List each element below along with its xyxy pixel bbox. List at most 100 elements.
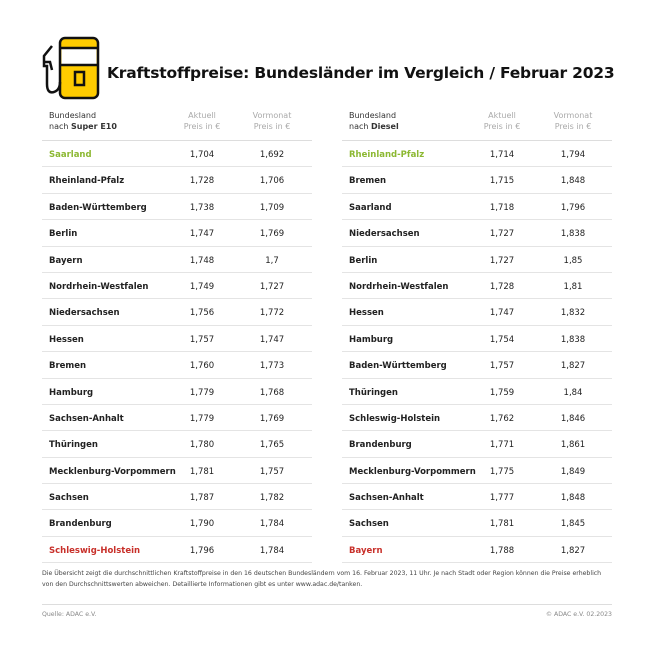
current-price: 1,738 bbox=[189, 202, 215, 213]
table-row: Brandenburg 1,790 1,784 bbox=[42, 510, 312, 537]
table-row: Nordrhein-Westfalen 1,728 1,81 bbox=[342, 273, 612, 300]
previous-price: 1,709 bbox=[259, 202, 285, 213]
state-name: Sachsen-Anhalt bbox=[349, 493, 424, 504]
previous-price: 1,845 bbox=[560, 519, 586, 530]
previous-price: 1,838 bbox=[560, 334, 586, 345]
state-name: Baden-Württemberg bbox=[349, 361, 447, 372]
previous-price: 1,769 bbox=[259, 413, 285, 424]
table-row: Saarland 1,718 1,796 bbox=[342, 194, 612, 221]
table-row: Baden-Württemberg 1,757 1,827 bbox=[342, 352, 612, 379]
previous-price: 1,692 bbox=[259, 150, 285, 160]
table-diesel: Bundesland nach Diesel Aktuell Preis in € … bbox=[342, 110, 612, 564]
current-price: 1,749 bbox=[189, 281, 215, 292]
footer: Quelle: ADAC e.V. © ADAC e.V. 02.2023 bbox=[42, 604, 612, 618]
state-name: Mecklenburg-Vorpommern bbox=[349, 466, 476, 477]
current-price: 1,714 bbox=[489, 150, 515, 160]
state-column-header: Bundesland nach Diesel bbox=[349, 110, 399, 132]
current-price: 1,779 bbox=[189, 387, 215, 398]
current-price: 1,787 bbox=[189, 493, 215, 504]
table-row: Bayern 1,748 1,7 bbox=[42, 247, 312, 273]
previous-price: 1,84 bbox=[563, 387, 583, 398]
previous-price: 1,832 bbox=[560, 308, 586, 319]
table-row: Hamburg 1,754 1,838 bbox=[342, 326, 612, 353]
state-name: Thüringen bbox=[349, 387, 398, 398]
state-name: Bayern bbox=[349, 545, 383, 556]
previous-price: 1,773 bbox=[259, 361, 285, 372]
table-row: Berlin 1,727 1,85 bbox=[342, 247, 612, 273]
table-row: Schleswig-Holstein 1,762 1,846 bbox=[342, 405, 612, 432]
table-row: Sachsen 1,787 1,782 bbox=[42, 484, 312, 511]
table-row: Bremen 1,760 1,773 bbox=[42, 352, 312, 379]
table-row: Brandenburg 1,771 1,861 bbox=[342, 431, 612, 458]
state-name: Rheinland-Pfalz bbox=[349, 150, 425, 160]
current-price: 1,715 bbox=[489, 176, 515, 187]
current-price: 1,762 bbox=[489, 413, 515, 424]
table-row: Schleswig-Holstein 1,796 1,784 bbox=[42, 537, 312, 564]
state-column-header: Bundesland nach Super E10 bbox=[49, 110, 117, 132]
state-name: Nordrhein-Westfalen bbox=[49, 281, 149, 292]
state-name: Berlin bbox=[49, 229, 78, 240]
state-name: Brandenburg bbox=[349, 440, 412, 451]
page-title: Kraftstoffpreise: Bundesländer im Vergle… bbox=[107, 64, 615, 82]
state-name: Schleswig-Holstein bbox=[49, 545, 141, 556]
table-row: Thüringen 1,759 1,84 bbox=[342, 379, 612, 405]
state-name: Rheinland-Pfalz bbox=[49, 176, 125, 187]
previous-price: 1,769 bbox=[259, 229, 285, 240]
table-row: Sachsen-Anhalt 1,777 1,848 bbox=[342, 484, 612, 511]
current-price: 1,728 bbox=[489, 281, 515, 292]
table-row: Bayern 1,788 1,827 bbox=[342, 537, 612, 564]
state-name: Hessen bbox=[49, 334, 84, 345]
table-header: Bundesland nach Super E10 Aktuell Preis in… bbox=[42, 110, 312, 141]
table-row: Bremen 1,715 1,848 bbox=[342, 167, 612, 194]
table-row: Hessen 1,747 1,832 bbox=[342, 299, 612, 326]
fuel-pump-icon bbox=[42, 36, 100, 100]
state-name: Saarland bbox=[349, 202, 392, 213]
state-name: Hamburg bbox=[49, 387, 94, 398]
state-name: Bremen bbox=[49, 361, 87, 372]
source-label: Quelle: ADAC e.V. bbox=[42, 611, 97, 618]
state-name: Sachsen-Anhalt bbox=[49, 413, 124, 424]
previous-price: 1,784 bbox=[259, 519, 285, 530]
previous-price: 1,81 bbox=[563, 281, 583, 292]
header-line: Vormonat bbox=[252, 111, 292, 120]
current-price: 1,775 bbox=[489, 466, 515, 477]
header-line: Aktuell bbox=[188, 111, 216, 120]
current-price: 1,788 bbox=[489, 545, 515, 556]
previous-price: 1,849 bbox=[560, 466, 586, 477]
table-row: Baden-Württemberg 1,738 1,709 bbox=[42, 194, 312, 221]
previous-price: 1,827 bbox=[560, 545, 586, 556]
current-price: 1,747 bbox=[489, 308, 515, 319]
table-header: Bundesland nach Diesel Aktuell Preis in € … bbox=[342, 110, 612, 141]
table-row: Sachsen-Anhalt 1,779 1,769 bbox=[42, 405, 312, 432]
header-line: Bundesland bbox=[349, 111, 397, 120]
previous-price: 1,848 bbox=[560, 493, 586, 504]
previous-price: 1,827 bbox=[560, 361, 586, 372]
previous-month-header: Vormonat Preis in € bbox=[237, 110, 307, 132]
table-row: Mecklenburg-Vorpommern 1,775 1,849 bbox=[342, 458, 612, 485]
table-row: Thüringen 1,780 1,765 bbox=[42, 431, 312, 458]
previous-price: 1,757 bbox=[259, 466, 285, 477]
current-price: 1,779 bbox=[189, 413, 215, 424]
copyright-label: © ADAC e.V. 02.2023 bbox=[545, 611, 612, 618]
table-row: Hessen 1,757 1,747 bbox=[42, 326, 312, 353]
current-price: 1,704 bbox=[189, 150, 215, 160]
previous-price: 1,772 bbox=[259, 308, 285, 319]
state-name: Bremen bbox=[349, 176, 387, 187]
current-price: 1,727 bbox=[489, 229, 515, 240]
table-row: Saarland 1,704 1,692 bbox=[42, 141, 312, 168]
previous-price: 1,747 bbox=[259, 334, 285, 345]
current-price-header: Aktuell Preis in € bbox=[167, 110, 237, 132]
header-prefix: nach bbox=[349, 122, 371, 131]
current-price-header: Aktuell Preis in € bbox=[467, 110, 537, 132]
current-price: 1,796 bbox=[189, 545, 215, 556]
state-name: Bayern bbox=[49, 255, 83, 266]
state-name: Saarland bbox=[49, 150, 92, 160]
state-name: Baden-Württemberg bbox=[49, 202, 147, 213]
header-line: Preis in € bbox=[183, 122, 221, 131]
table-row: Nordrhein-Westfalen 1,749 1,727 bbox=[42, 273, 312, 300]
header-line: Aktuell bbox=[488, 111, 516, 120]
state-name: Brandenburg bbox=[49, 519, 112, 530]
previous-price: 1,7 bbox=[265, 255, 279, 266]
current-price: 1,781 bbox=[489, 519, 515, 530]
